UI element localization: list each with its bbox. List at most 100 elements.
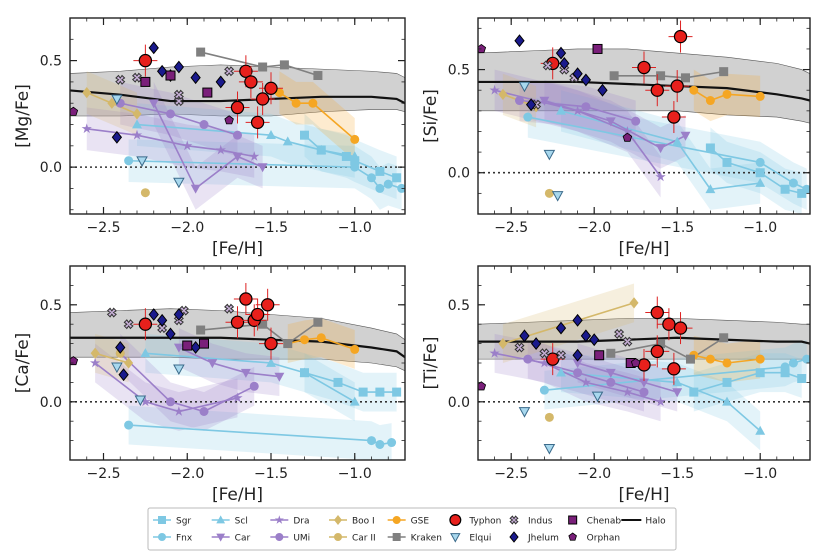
point-dra	[89, 357, 101, 368]
point-chenab	[182, 340, 193, 351]
point-fnx	[539, 385, 549, 395]
point-boo-i	[107, 97, 117, 109]
x-axis-label: [Fe/H]	[618, 239, 669, 259]
legend-item-fnx: Fnx	[153, 533, 193, 544]
legend-item-orphan: Orphan	[568, 532, 620, 544]
point-fnx	[383, 179, 393, 189]
panel--mg-fe-: −2.5 −2.0 −1.5 −1.0 0.0 0.5 [Fe/H] [Mg/Fe]	[13, 17, 406, 259]
point-scl	[755, 425, 766, 435]
legend-item-car-ii: Car II	[329, 533, 376, 544]
point-umi	[199, 120, 209, 130]
line-umi	[120, 102, 238, 136]
point-sgr	[780, 184, 790, 194]
point-sgr	[755, 368, 765, 378]
point-boo-i	[82, 86, 92, 99]
point-typhon	[239, 292, 253, 306]
legend-label: Jhelum	[527, 534, 559, 544]
point-car	[572, 359, 583, 369]
point-kraken	[606, 348, 616, 358]
legend-item-elqui: Elqui	[450, 533, 491, 544]
point-umi	[631, 116, 641, 126]
legend-marker-jhelum	[509, 531, 519, 543]
point-elqui	[111, 362, 123, 374]
x-tick-label: −1.5	[660, 220, 694, 236]
x-axis-label: [Fe/H]	[618, 485, 669, 505]
line-kraken	[200, 321, 319, 345]
point-indus	[622, 336, 633, 347]
point-fnx	[397, 183, 405, 193]
point-indus	[106, 307, 117, 318]
point-gse	[308, 98, 318, 108]
point-typhon	[662, 317, 676, 331]
point-scl	[556, 367, 566, 377]
point-jhelum	[115, 341, 126, 354]
point-indus	[555, 350, 567, 361]
point-car-ii	[140, 188, 150, 198]
point-elqui	[543, 149, 556, 161]
point-gse	[291, 98, 301, 108]
point-typhon	[244, 75, 258, 89]
line-kraken	[200, 51, 319, 77]
x-tick-label: −2.5	[87, 220, 121, 236]
legend-marker-fnx	[158, 533, 166, 541]
point-gse	[705, 354, 715, 364]
point-kraken	[196, 47, 206, 57]
legend-item-typhon: Typhon	[449, 513, 501, 527]
y-tick-label: 0.0	[40, 160, 62, 176]
point-car	[173, 343, 184, 353]
point-dra	[173, 406, 185, 416]
point-sgr	[375, 387, 385, 397]
point-scl	[349, 396, 360, 406]
point-typhon	[650, 305, 664, 320]
y-axis-label: [Mg/Fe]	[13, 84, 33, 148]
point-indus	[173, 89, 184, 100]
point-gse	[755, 91, 765, 101]
point-umi	[639, 387, 649, 397]
point-sgr	[300, 130, 309, 140]
point-fnx	[367, 173, 376, 183]
legend-marker-boo-i	[334, 515, 342, 525]
point-car	[190, 184, 201, 194]
point-kraken	[681, 73, 690, 83]
legend-marker-orphan	[568, 532, 577, 541]
point-sgr	[350, 156, 360, 166]
point-fnx	[387, 438, 397, 448]
legend-marker-indus	[509, 515, 519, 525]
point-car	[274, 372, 285, 382]
point-jhelum	[572, 67, 583, 81]
y-axis-label: [Ti/Fe]	[421, 337, 441, 390]
plot-area--ti-fe-	[478, 283, 810, 455]
point-typhon	[673, 321, 688, 335]
x-tick-label: −2.0	[577, 220, 611, 236]
point-fnx	[375, 183, 385, 193]
point-kraken	[685, 354, 695, 364]
point-sgr	[341, 151, 351, 161]
point-sgr	[722, 157, 732, 167]
point-elqui	[173, 364, 185, 376]
point-jhelum	[559, 56, 570, 70]
x-tick-label: −2.0	[170, 466, 204, 482]
point-dra	[539, 357, 550, 368]
point-car	[639, 378, 649, 388]
point-jhelum	[156, 64, 168, 78]
legend-marker-typhon	[449, 513, 462, 526]
legend-label: Orphan	[587, 534, 620, 544]
x-tick-label: −1.5	[660, 466, 694, 482]
point-fnx	[350, 162, 360, 172]
point-dra	[182, 140, 193, 151]
line-dra	[94, 362, 238, 413]
legend-label: Kraken	[411, 534, 442, 544]
point-typhon	[250, 307, 265, 322]
point-elqui	[111, 94, 123, 106]
point-chenab	[140, 76, 151, 87]
point-fnx	[124, 420, 134, 430]
point-boo-i	[498, 337, 508, 350]
point-umi	[233, 130, 242, 140]
x-tick-label: −2.5	[87, 466, 121, 482]
point-scl	[672, 377, 683, 387]
legend-label: Car	[235, 534, 251, 544]
point-typhon	[250, 115, 265, 130]
y-axis-label: [Ca/Fe]	[13, 333, 33, 394]
point-kraken	[609, 71, 619, 81]
band-dra	[494, 333, 661, 422]
